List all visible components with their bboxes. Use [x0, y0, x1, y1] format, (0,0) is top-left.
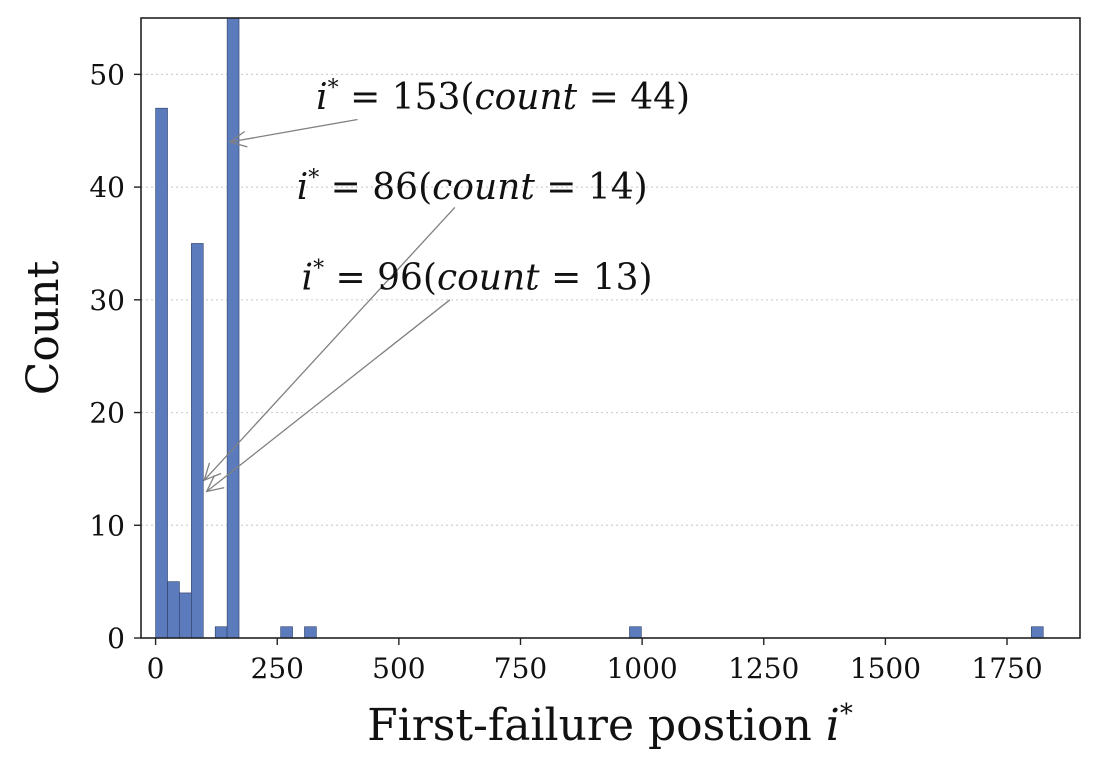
x-axis-title: First-failure postion i* [367, 699, 853, 751]
x-tick-label: 250 [251, 652, 304, 685]
annotation-label: i* = 153(count = 44) [316, 76, 690, 118]
histogram-bar [280, 626, 293, 639]
histogram-bar [226, 17, 240, 639]
histogram-bar [304, 626, 317, 639]
annotation-arrow-line [206, 299, 451, 492]
y-tick-label: 40 [89, 171, 125, 204]
x-tick-label: 0 [147, 652, 165, 685]
histogram-bar [1031, 626, 1044, 639]
x-tick-label: 1500 [850, 652, 921, 685]
gridlines [141, 73, 1080, 526]
x-tick-label: 1000 [606, 652, 677, 685]
annotation-arrow-line [203, 206, 456, 481]
y-tick-label: 0 [107, 622, 125, 655]
plot-frame [140, 17, 1081, 639]
histogram-bar [214, 626, 228, 639]
y-tick-label: 10 [89, 509, 125, 542]
annotation-arrow-line [229, 118, 358, 143]
x-tick-label: 500 [372, 652, 425, 685]
y-axis-title: Count [18, 260, 69, 395]
y-axis-ticks: 0 10 20 30 40 50 [89, 58, 141, 655]
histogram-bar [179, 592, 192, 639]
annotation-arrow-head [228, 130, 248, 148]
histogram-bar [191, 243, 204, 639]
y-tick-label: 50 [89, 58, 125, 91]
x-axis-ticks: 0 250 500 750 1000 1250 1500 1750 [147, 638, 1043, 685]
histogram-bar [155, 107, 168, 639]
x-tick-label: 750 [494, 652, 547, 685]
y-tick-label: 20 [89, 397, 125, 430]
annotation-label: i* = 96(count = 13) [302, 256, 653, 298]
histogram-bar [167, 581, 180, 639]
annotations: i* = 153(count = 44) i* = 86(count = 14) i… [203, 76, 690, 493]
annotation-arrow-head [205, 474, 225, 493]
y-tick-label: 30 [89, 284, 125, 317]
x-tick-label: 1250 [728, 652, 799, 685]
histogram-bar [629, 626, 642, 639]
annotation-arrow-head [203, 462, 222, 482]
annotation-label: i* = 86(count = 14) [297, 166, 648, 208]
x-tick-label: 1750 [971, 652, 1042, 685]
